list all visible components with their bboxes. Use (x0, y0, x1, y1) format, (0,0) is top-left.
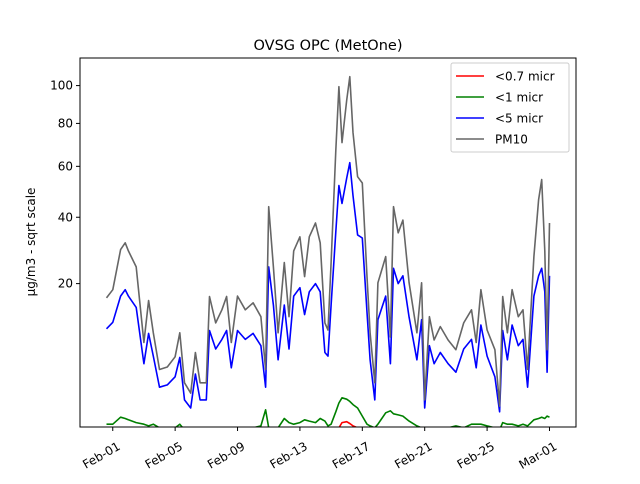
legend-box (450, 62, 570, 153)
series-line-2 (105, 161, 551, 413)
legend-label: <1 micr (495, 91, 543, 105)
x-tick-label: Feb-17 (330, 439, 372, 472)
x-tick-label: Feb-21 (392, 439, 434, 472)
y-tick-label: 40 (58, 210, 73, 224)
x-tick-label: Feb-01 (80, 439, 122, 472)
y-axis: 20 40 60 80 100 (50, 79, 80, 291)
legend: <0.7 micr <1 micr <5 micr PM10 (450, 62, 570, 153)
chart-title: OVSG OPC (MetOne) (254, 38, 403, 54)
x-tick-label: Feb-25 (455, 439, 497, 472)
y-tick-label: 20 (58, 277, 73, 291)
legend-label: PM10 (495, 133, 528, 147)
legend-label: <5 micr (495, 112, 543, 126)
x-tick-label: Mar-01 (516, 439, 559, 472)
x-axis: Feb-01 Feb-05 Feb-09 Feb-13 Feb-17 Feb-21 Feb-… (80, 427, 559, 472)
x-tick-label: Feb-05 (143, 439, 185, 472)
x-tick-label: Feb-09 (205, 439, 247, 472)
series-line-0 (338, 420, 358, 427)
y-tick-label: 80 (58, 116, 73, 130)
y-tick-label: 100 (50, 79, 73, 93)
series-line-1 (106, 397, 550, 427)
series-line-3 (105, 75, 551, 407)
plot-frame (79, 57, 577, 428)
legend-label: <0.7 micr (495, 70, 555, 84)
x-tick-label: Feb-13 (267, 439, 309, 472)
y-tick-label: 60 (58, 159, 73, 173)
y-axis-label: µg/m3 - sqrt scale (24, 188, 38, 297)
series-layer (105, 75, 551, 427)
